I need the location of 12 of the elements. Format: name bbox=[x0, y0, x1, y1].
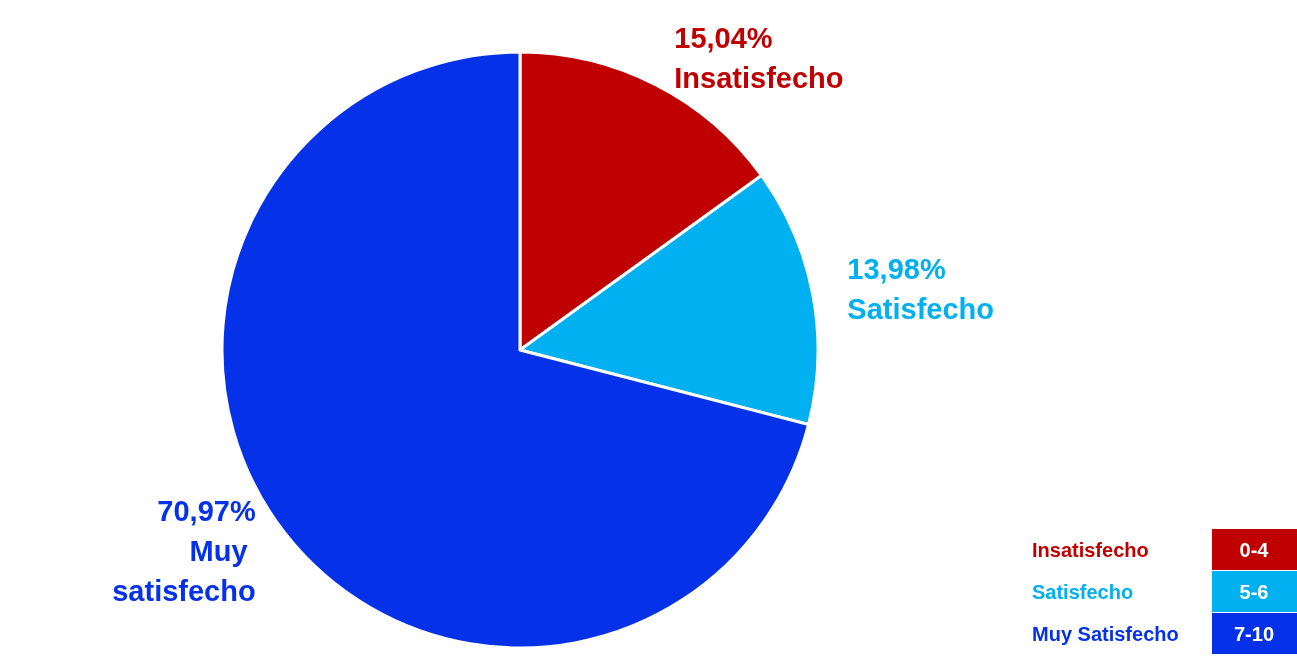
text: 7-10 bbox=[1233, 623, 1275, 645]
text: 5-6 bbox=[1239, 581, 1269, 603]
slice-label: Muy satisfecho bbox=[112, 534, 256, 607]
text: Satisfecho bbox=[1032, 581, 1134, 603]
slice-label: Satisfecho bbox=[847, 293, 994, 326]
text: Muy Satisfecho bbox=[1032, 623, 1179, 645]
data-label: 13,98% bbox=[847, 253, 946, 286]
data-label: 15,04% bbox=[674, 21, 773, 54]
data-label: 70,97% bbox=[157, 494, 256, 527]
slice-label: Insatisfecho bbox=[674, 61, 844, 94]
text: 0-4 bbox=[1239, 539, 1270, 561]
text: Insatisfecho bbox=[1032, 539, 1149, 561]
